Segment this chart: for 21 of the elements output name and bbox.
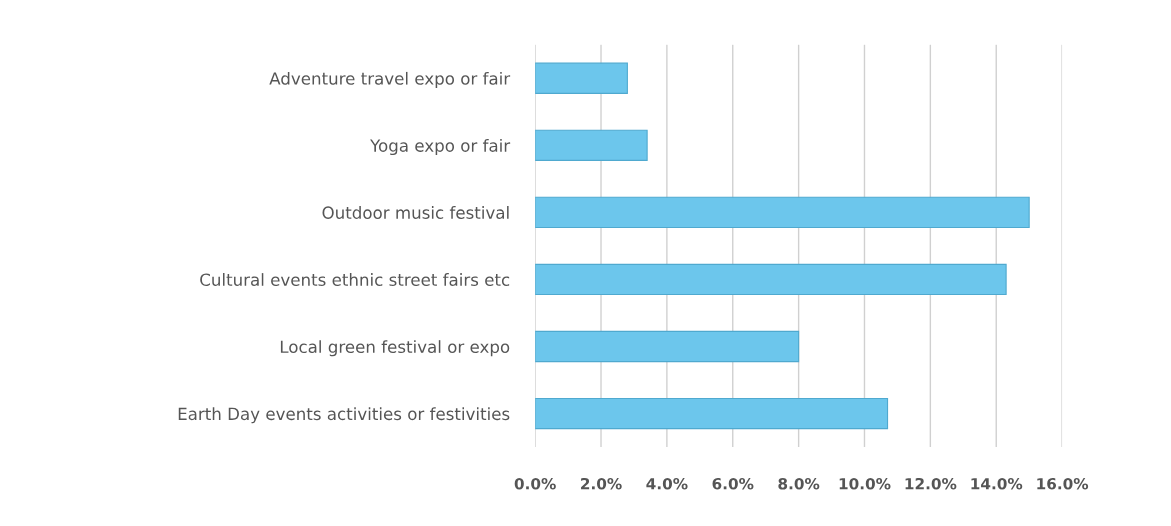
- x-tick-label: 12.0%: [905, 477, 957, 490]
- x-tick-label: 4.0%: [646, 477, 688, 490]
- x-tick-label: 8.0%: [778, 477, 820, 490]
- y-tick-label: Cultural events ethnic street fairs etc: [200, 273, 510, 287]
- x-tick-label: 16.0%: [1037, 477, 1089, 490]
- x-tick-label: 14.0%: [971, 477, 1023, 490]
- y-tick-label: Local green festival or expo: [280, 340, 510, 357]
- x-tick-label: 0.0%: [514, 477, 556, 490]
- y-tick-label: Outdoor music festival: [322, 206, 509, 219]
- y-tick-label: Earth Day events activities or festivities: [178, 407, 510, 424]
- x-tick-label: 10.0%: [839, 477, 891, 490]
- x-tick-label: 6.0%: [712, 477, 754, 490]
- bar: [535, 129, 648, 161]
- bar: [535, 263, 1007, 296]
- bar: [535, 397, 889, 430]
- bar: [535, 330, 800, 363]
- bar: [535, 196, 1030, 229]
- x-tick-label: 2.0%: [581, 477, 622, 490]
- y-tick-label: Yoga expo or fair: [370, 138, 511, 156]
- bar: [535, 62, 628, 94]
- y-tick-label: Adventure travel expo or fair: [269, 71, 511, 89]
